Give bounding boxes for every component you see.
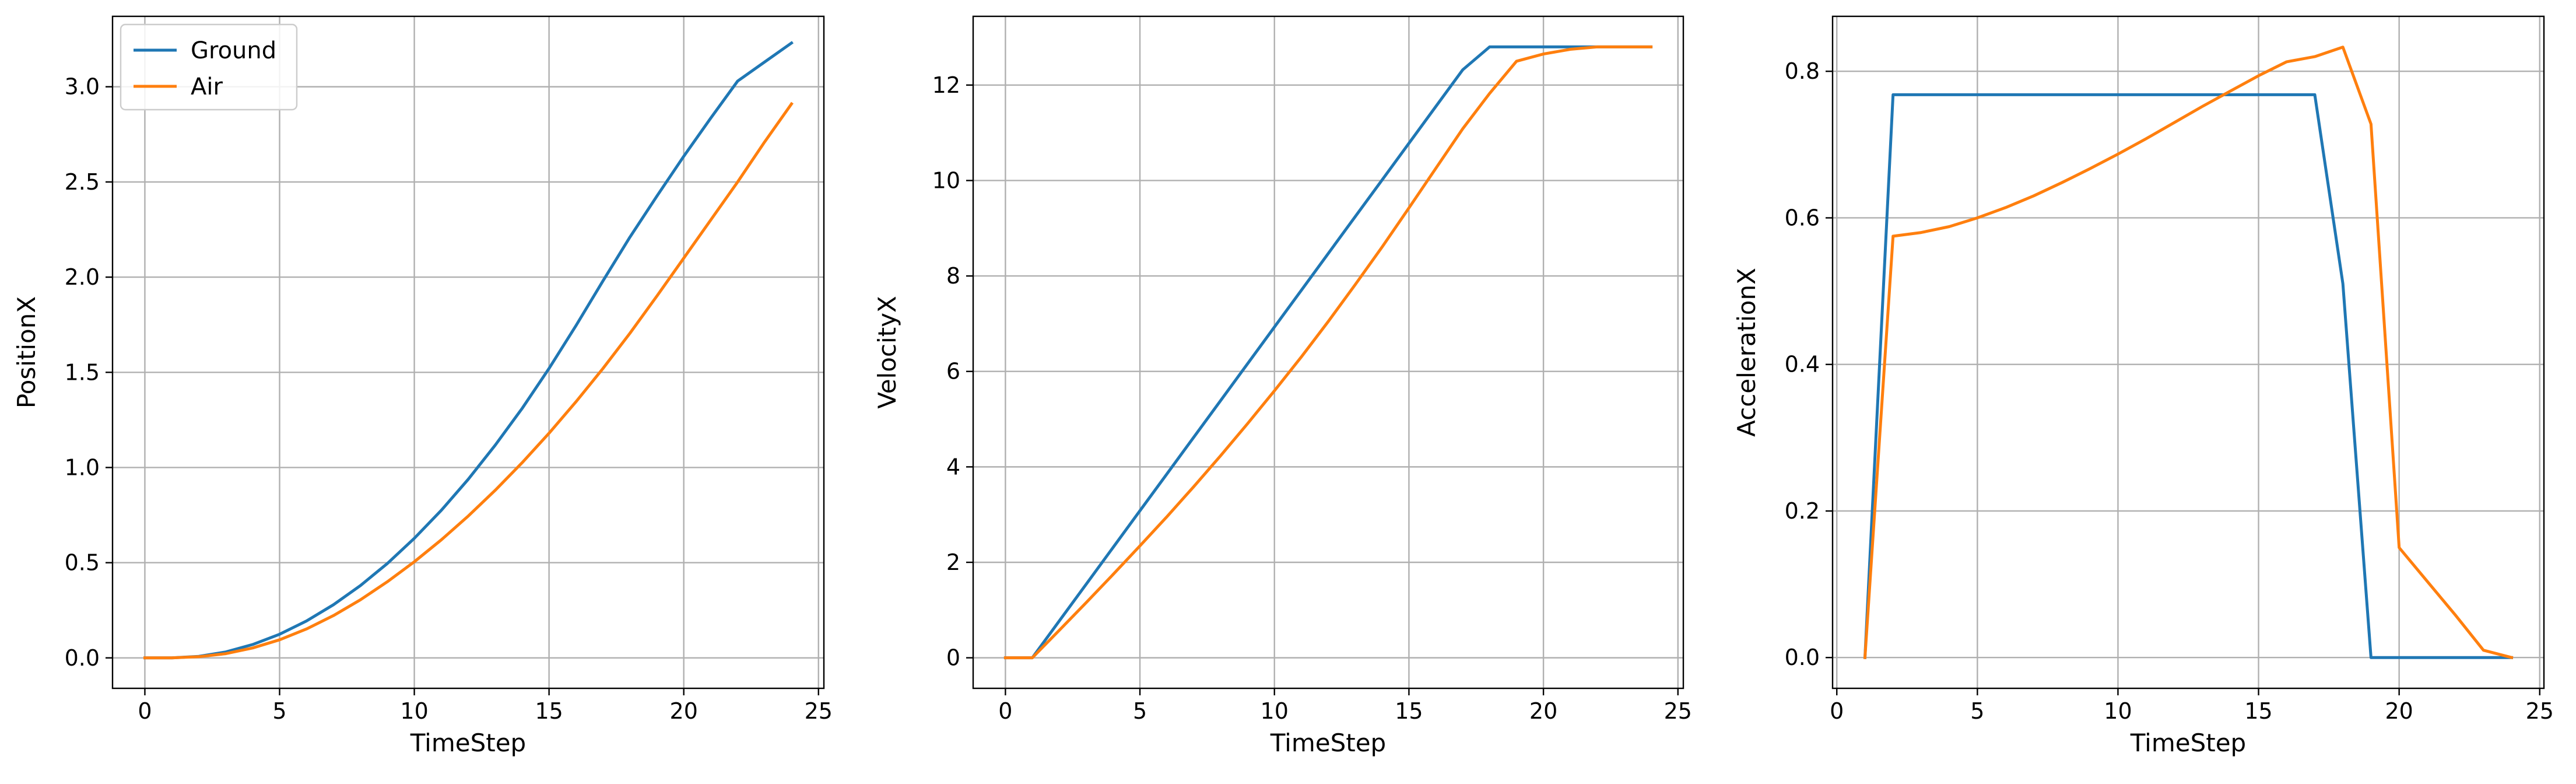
y-tick-label: 0.4 (1785, 352, 1820, 377)
x-tick-label: 5 (272, 698, 286, 724)
y-tick-label: 0.0 (1785, 645, 1820, 670)
x-tick-label: 15 (2244, 698, 2272, 724)
x-tick-label: 5 (1970, 698, 1984, 724)
x-tick-label: 25 (1664, 698, 1692, 724)
y-tick-label: 1.0 (65, 454, 100, 480)
x-axis-label: TimeStep (2130, 729, 2246, 757)
y-tick-label: 2.5 (65, 169, 100, 195)
subplot-3: 0 5 10 15 20 25 0.0 0.2 0.4 0.6 0.8 TimeStep Acceler… (1732, 15, 2554, 757)
y-tick-label: 0 (946, 645, 960, 671)
y-tick-label: 0.2 (1785, 498, 1820, 524)
y-tick-label: 0.5 (65, 550, 100, 576)
x-tick-label: 25 (805, 698, 833, 724)
y-tick-label: 1.5 (65, 359, 100, 385)
x-tick-label: 15 (1395, 698, 1423, 724)
y-tick-label: 12 (932, 72, 960, 98)
y-tick-label: 0.6 (1785, 205, 1820, 230)
y-tick-label: 0.0 (65, 645, 100, 671)
series-line-ground (143, 41, 794, 660)
series-line-air (1863, 46, 2514, 660)
x-axis-label: TimeStep (1270, 729, 1386, 757)
legend-label-ground: Ground (191, 37, 276, 64)
x-tick-label: 20 (1529, 698, 1557, 724)
y-tick-label: 2 (946, 550, 960, 575)
x-tick-label: 15 (535, 698, 563, 724)
y-tick-label: 8 (946, 263, 960, 289)
subplot-1: 0 5 10 15 20 25 0.0 0.5 1.0 1.5 2.0 2.5 3.0 TimeStep P… (12, 15, 833, 757)
subplots: 0 5 10 15 20 250.00.51.01.52.02.53.0TimeStepP… (12, 15, 2554, 757)
y-axis-label: PositionX (12, 296, 41, 408)
subplot-2: 0 5 10 15 20 25 0 2 4 6 8 10 12 TimeStep VelocityX (873, 15, 1692, 757)
legend-box (120, 23, 298, 111)
y-tick-label: 10 (932, 167, 960, 193)
x-tick-label: 10 (1261, 698, 1289, 724)
y-tick-label: 4 (946, 454, 960, 480)
y-tick-label: 3.0 (65, 74, 100, 100)
axes-frame (972, 15, 1684, 690)
axes-frame (111, 15, 825, 690)
x-tick-label: 10 (400, 698, 428, 724)
series-line-air (143, 102, 794, 660)
x-tick-label: 20 (2385, 698, 2413, 724)
legend-label-air: Air (191, 74, 223, 100)
x-tick-label: 0 (998, 698, 1012, 724)
series-line-air (1003, 45, 1653, 660)
x-tick-label: 25 (2526, 698, 2554, 724)
series-line-ground (1863, 93, 2513, 659)
x-axis-label: TimeStep (410, 729, 526, 757)
legend: Ground Air (120, 23, 298, 111)
axes-frame (1831, 15, 2545, 690)
x-tick-label: 0 (1830, 698, 1844, 724)
series-line-ground (1003, 45, 1653, 660)
x-tick-label: 10 (2104, 698, 2132, 724)
x-tick-label: 0 (138, 698, 152, 724)
x-tick-label: 5 (1133, 698, 1147, 724)
y-axis-label: AccelerationX (1732, 268, 1761, 437)
y-tick-label: 0.8 (1785, 58, 1820, 84)
y-tick-label: 2.0 (65, 264, 100, 290)
x-tick-label: 20 (670, 698, 698, 724)
y-axis-label: VelocityX (873, 296, 901, 409)
y-tick-label: 6 (946, 359, 960, 384)
